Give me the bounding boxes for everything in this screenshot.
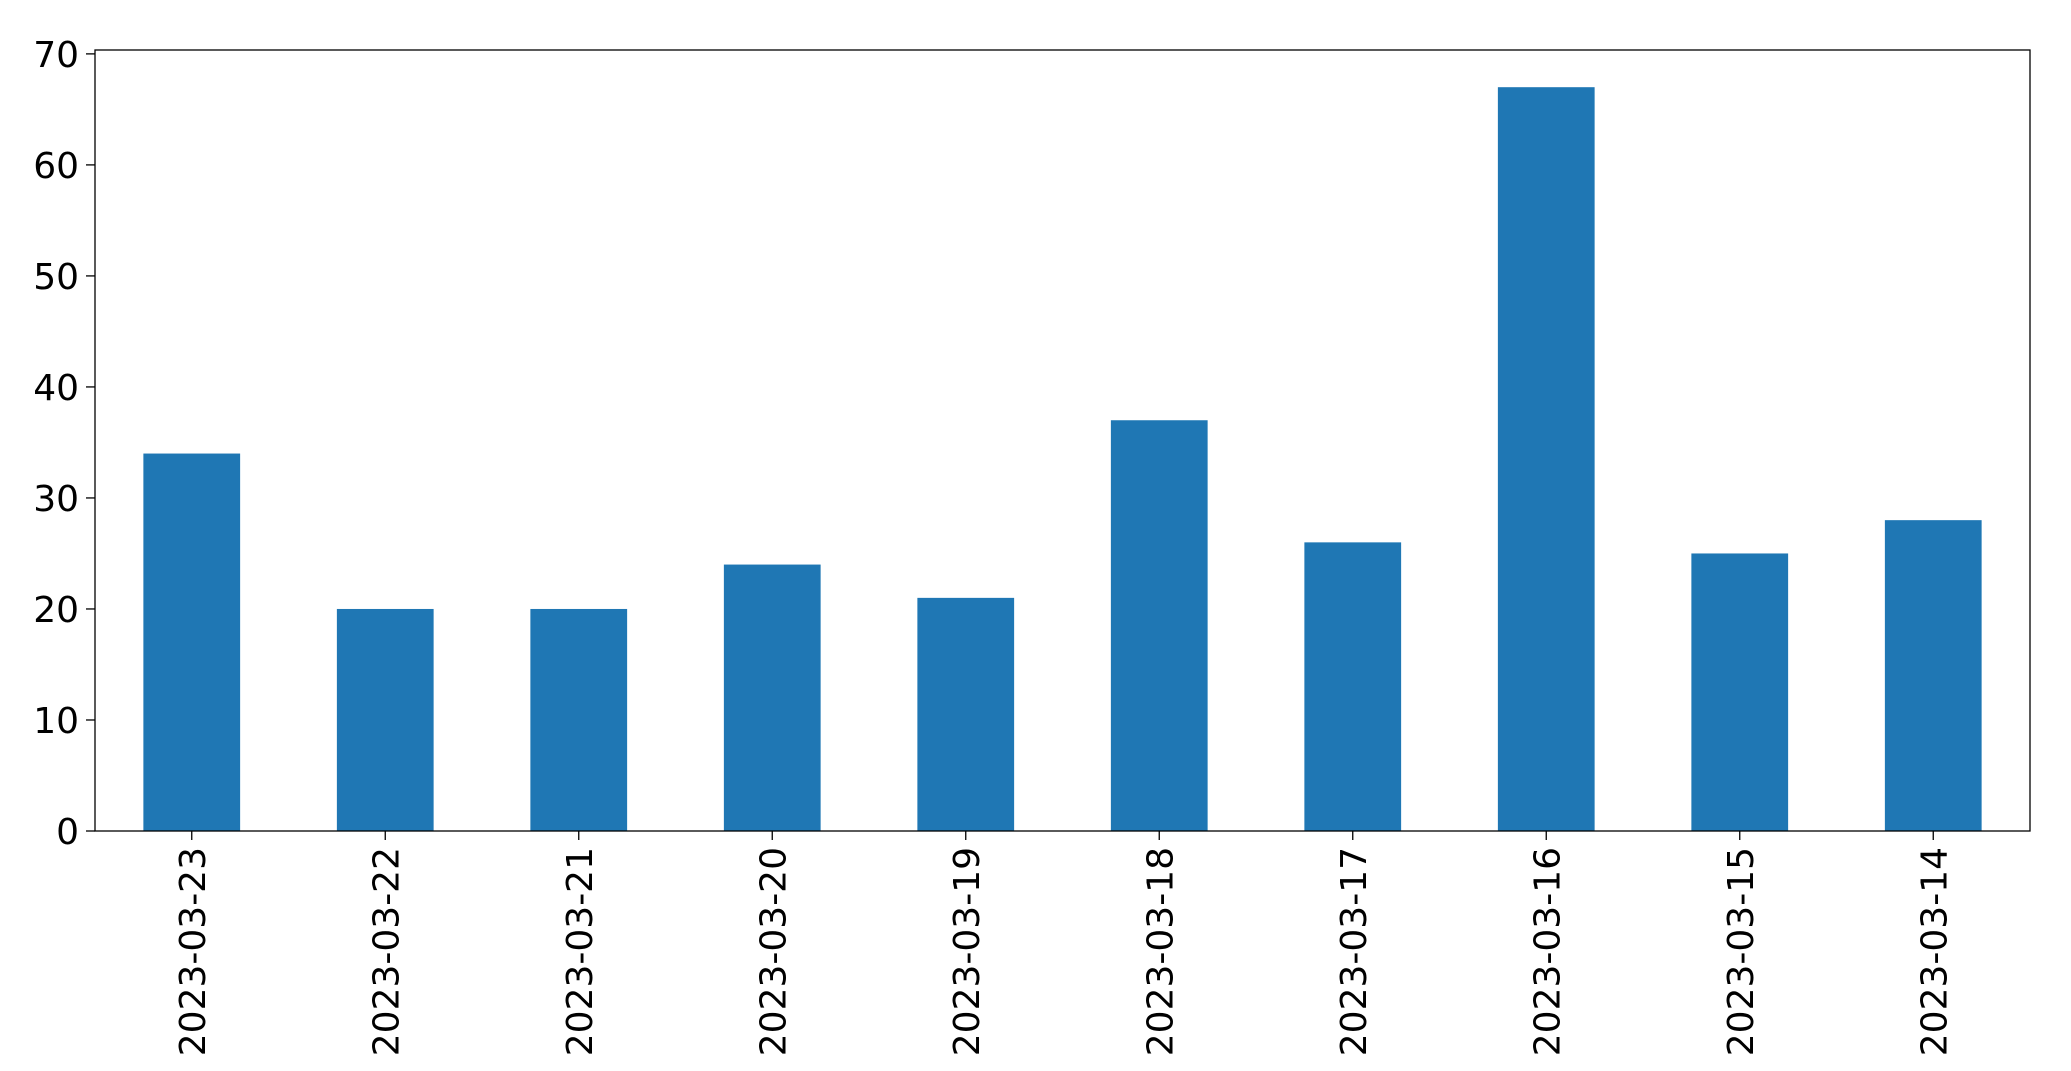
bar <box>1497 87 1595 831</box>
x-tick-label: 2023-03-16 <box>1527 847 1568 1056</box>
bar <box>917 597 1015 831</box>
y-tick-label: 60 <box>33 146 79 187</box>
y-tick-label: 40 <box>33 368 79 409</box>
x-tick-label: 2023-03-18 <box>1140 847 1181 1056</box>
bar <box>723 564 821 831</box>
bar <box>143 453 241 831</box>
y-tick-label: 30 <box>33 479 79 520</box>
plot-frame <box>94 49 2031 832</box>
bar <box>1884 520 1982 831</box>
x-tick-label: 2023-03-20 <box>753 847 794 1056</box>
x-tick-label: 2023-03-22 <box>366 847 407 1056</box>
x-tick-label: 2023-03-17 <box>1334 847 1375 1056</box>
bar <box>1691 553 1789 831</box>
x-tick-label: 2023-03-23 <box>173 847 214 1056</box>
x-tick-label: 2023-03-21 <box>560 847 601 1056</box>
x-tick-label: 2023-03-14 <box>1914 847 1955 1056</box>
bar <box>530 608 628 831</box>
y-tick-label: 10 <box>33 701 79 742</box>
y-tick-label: 20 <box>33 590 79 631</box>
y-tick-label: 70 <box>33 35 79 76</box>
bar <box>336 608 434 831</box>
x-tick-label: 2023-03-19 <box>947 847 988 1056</box>
y-tick-label: 50 <box>33 257 79 298</box>
y-tick-label: 0 <box>56 812 79 853</box>
bar <box>1110 420 1208 831</box>
bar <box>1304 542 1402 831</box>
x-tick-label: 2023-03-15 <box>1721 847 1762 1056</box>
